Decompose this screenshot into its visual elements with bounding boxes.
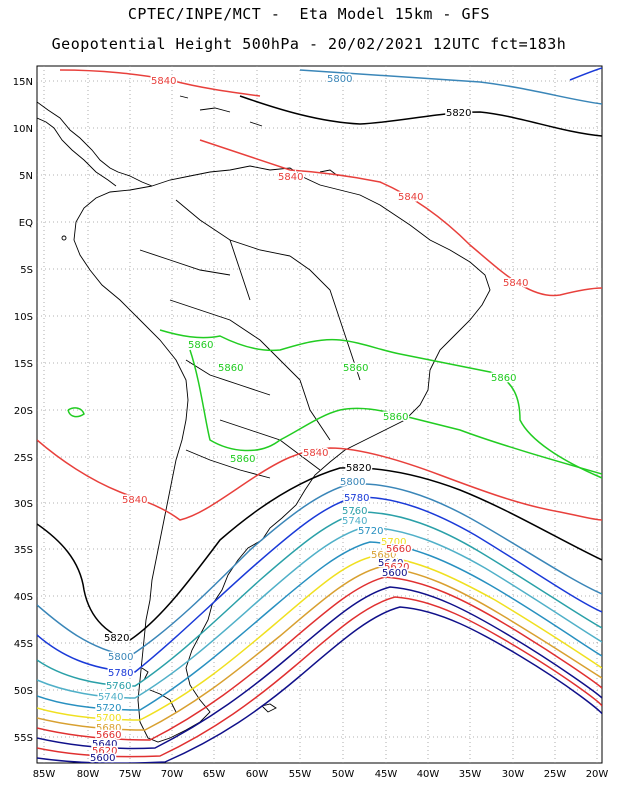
contour-5800-north xyxy=(299,69,602,105)
contour-label: 5800 xyxy=(340,477,365,488)
lat-label: 30S xyxy=(14,499,33,510)
contour-5860-b xyxy=(189,349,602,475)
title-line-1: CPTEC/INPE/MCT - Eta Model 15km - GFS xyxy=(127,5,491,23)
contour-label: 5660 xyxy=(96,730,121,741)
contour-label: 5780 xyxy=(108,668,133,679)
contour-label: 5760 xyxy=(106,681,131,692)
contour-5720 xyxy=(37,541,602,711)
lon-label: 65W xyxy=(203,769,226,780)
contour-label: 5800 xyxy=(327,74,352,85)
contour-label: 5800 xyxy=(108,652,133,663)
contour-label: 5680 xyxy=(96,723,121,734)
lat-label: 50S xyxy=(14,686,33,697)
contour-label: 5840 xyxy=(503,278,528,289)
contour-label: 5860 xyxy=(218,363,243,374)
contour-5860-a xyxy=(159,329,602,479)
lat-label: 45S xyxy=(14,639,33,650)
contour-label: 5840 xyxy=(122,495,147,506)
lon-label: 50W xyxy=(332,769,355,780)
contour-5840-north xyxy=(59,69,261,97)
lon-label: 80W xyxy=(77,769,100,780)
contour-label: 5740 xyxy=(342,516,367,527)
contour-label: 5840 xyxy=(278,172,303,183)
lon-label: 35W xyxy=(459,769,482,780)
lat-label: 15N xyxy=(13,77,33,88)
contour-label: 5860 xyxy=(343,363,368,374)
contour-label: 5820 xyxy=(446,108,471,119)
contour-5800-south xyxy=(37,483,602,657)
contour-label: 5600 xyxy=(382,568,407,579)
contour-5820-north xyxy=(239,95,602,137)
lat-label: 25S xyxy=(14,453,33,464)
coastlines xyxy=(37,95,491,743)
lat-label: 40S xyxy=(14,592,33,603)
contour-label: 5660 xyxy=(386,544,411,555)
height-contours xyxy=(37,67,602,763)
contour-5860-c xyxy=(67,407,85,418)
contour-label: 5720 xyxy=(358,526,383,537)
contour-label: 5840 xyxy=(398,192,423,203)
lat-label: 5S xyxy=(20,265,33,276)
contour-5680 xyxy=(37,566,602,731)
lon-label: 40W xyxy=(417,769,440,780)
contour-label: 5860 xyxy=(491,373,516,384)
contour-5780 xyxy=(37,496,602,673)
lon-label: 25W xyxy=(544,769,567,780)
contour-label: 5840 xyxy=(151,76,176,87)
contour-label: 5740 xyxy=(98,692,123,703)
contour-5600 xyxy=(37,606,602,763)
lat-label: 55S xyxy=(14,733,33,744)
title-line-2: Geopotential Height 500hPa - 20/02/2021 … xyxy=(51,35,567,53)
contour-5840-south xyxy=(37,439,602,521)
longitude-labels: 85W 80W 75W 70W 65W 60W 55W 50W 45W 40W … xyxy=(33,769,609,780)
contour-label: 5860 xyxy=(383,412,408,423)
lat-label: 35S xyxy=(14,545,33,556)
lon-label: 55W xyxy=(289,769,312,780)
latitude-labels: 15N 10N 5N EQ 5S 10S 15S 20S 25S 30S 35S… xyxy=(13,77,33,744)
contour-5760 xyxy=(37,511,602,687)
contour-5660 xyxy=(37,576,602,741)
contour-label: 5620 xyxy=(92,746,117,757)
map-frame xyxy=(36,65,603,764)
lat-label: 10N xyxy=(13,124,33,135)
contour-label: 5860 xyxy=(230,454,255,465)
lat-label: 20S xyxy=(14,406,33,417)
lon-label: 75W xyxy=(119,769,142,780)
contour-5640 xyxy=(37,586,602,750)
contour-label: 5680 xyxy=(371,550,396,561)
lon-label: 85W xyxy=(33,769,56,780)
contour-label: 5760 xyxy=(342,506,367,517)
contour-label: 5640 xyxy=(378,558,403,569)
lon-label: 45W xyxy=(375,769,398,780)
lat-label: 5N xyxy=(19,171,33,182)
lat-label: EQ xyxy=(19,218,33,229)
lat-label: 10S xyxy=(14,312,33,323)
contour-label: 5820 xyxy=(104,633,129,644)
lon-label: 60W xyxy=(246,769,269,780)
contour-label: 5840 xyxy=(303,448,328,459)
contour-label: 5600 xyxy=(90,753,115,764)
lon-label: 30W xyxy=(502,769,525,780)
contour-label: 5700 xyxy=(96,713,121,724)
lon-label: 70W xyxy=(161,769,184,780)
lon-label: 20W xyxy=(586,769,609,780)
contour-label: 5720 xyxy=(96,703,121,714)
contour-5700 xyxy=(37,555,602,721)
contour-5740 xyxy=(37,526,602,699)
contour-label: 5820 xyxy=(346,463,371,474)
contour-label: 5860 xyxy=(188,340,213,351)
contour-label: 5640 xyxy=(92,739,117,750)
lat-label: 15S xyxy=(14,359,33,370)
contour-label: 5700 xyxy=(381,537,406,548)
contour-5620 xyxy=(37,596,602,758)
contour-label: 5780 xyxy=(344,493,369,504)
contour-label: 5620 xyxy=(384,562,409,573)
contour-5780-north xyxy=(569,67,602,81)
contour-5840-mid xyxy=(199,139,602,297)
contour-labels: 5840 5800 5820 5840 5840 5840 5860 5860 … xyxy=(89,73,530,764)
contour-5820-south xyxy=(37,466,602,641)
